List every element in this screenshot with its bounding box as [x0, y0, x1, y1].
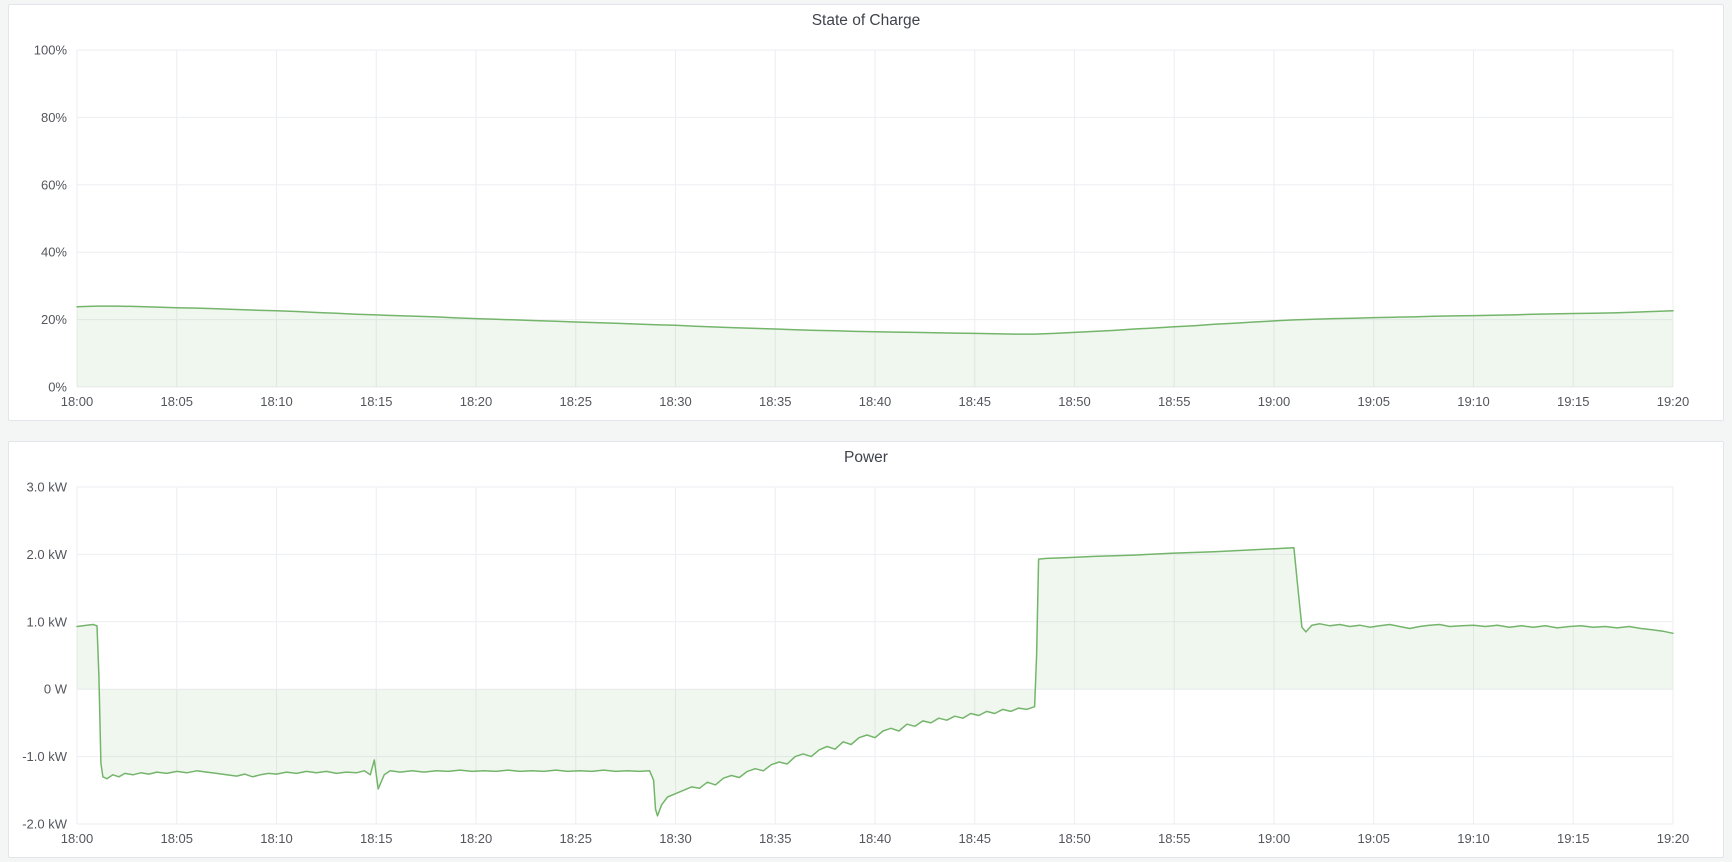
chart-svg: 18:00 18:05 18:10 18:15 18:20 18:25 18:30 18:35… [34, 43, 1690, 410]
x-axis-tick-label: 18:30 [659, 394, 692, 409]
y-axis-tick-label: 20% [41, 312, 67, 327]
x-axis-tick-label: 18:00 [61, 831, 94, 846]
x-axis-tick-label: 19:20 [1657, 394, 1690, 409]
series-area-fill [77, 306, 1673, 387]
y-axis-tick-label: 0% [48, 380, 67, 395]
x-axis-tick-label: 18:45 [958, 831, 991, 846]
x-axis-tick-label: 19:00 [1258, 394, 1291, 409]
y-axis-tick-label: 40% [41, 245, 67, 260]
x-axis-tick-label: 18:55 [1158, 394, 1191, 409]
x-axis-tick-label: 18:05 [160, 831, 193, 846]
x-axis-tick-label: 18:50 [1058, 831, 1091, 846]
x-axis-tick-label: 18:35 [759, 394, 792, 409]
x-axis-tick-label: 18:40 [859, 831, 892, 846]
x-axis-tick-label: 18:45 [958, 394, 991, 409]
x-axis-tick-label: 18:20 [460, 831, 493, 846]
series-line [76, 305, 1674, 335]
x-axis-tick-label: 19:05 [1357, 831, 1390, 846]
x-axis-tick-label: 18:15 [360, 831, 393, 846]
state-of-charge-chart[interactable]: 18:00 18:05 18:10 18:15 18:20 18:25 18:30 18:35… [15, 34, 1717, 414]
chart-svg: 18:00 18:05 18:10 18:15 18:20 18:25 18:30 18:35… [22, 480, 1690, 847]
y-axis-tick-label: 80% [41, 110, 67, 125]
x-axis-tick-label: 18:35 [759, 831, 792, 846]
series-line [76, 546, 1674, 817]
series-area-fill [77, 547, 1673, 816]
y-axis-tick-label: 100% [34, 43, 68, 58]
x-axis-tick-label: 19:05 [1357, 394, 1390, 409]
x-axis-tick-label: 19:15 [1557, 831, 1590, 846]
x-axis-tick-label: 18:30 [659, 831, 692, 846]
x-axis-tick-label: 18:10 [260, 394, 293, 409]
y-axis-tick-label: 0 W [44, 682, 68, 697]
x-axis-tick-label: 18:20 [460, 394, 493, 409]
x-axis-tick-label: 18:15 [360, 394, 393, 409]
y-axis-tick-label: 1.0 kW [27, 614, 68, 629]
x-axis-tick-label: 19:20 [1657, 831, 1690, 846]
x-axis-tick-label: 18:50 [1058, 394, 1091, 409]
x-axis-tick-label: 18:05 [160, 394, 193, 409]
y-axis-tick-label: -2.0 kW [22, 817, 68, 832]
y-axis-tick-label: 3.0 kW [27, 480, 68, 495]
y-axis-tick-label: 60% [41, 177, 67, 192]
x-axis-tick-label: 18:25 [559, 831, 592, 846]
y-axis-tick-label: 2.0 kW [27, 547, 68, 562]
x-axis-tick-label: 19:00 [1258, 831, 1291, 846]
x-axis-tick-label: 18:25 [559, 394, 592, 409]
x-axis-tick-label: 19:10 [1457, 831, 1490, 846]
x-axis-tick-label: 18:00 [61, 394, 94, 409]
x-axis-tick-label: 18:55 [1158, 831, 1191, 846]
power-chart[interactable]: 18:00 18:05 18:10 18:15 18:20 18:25 18:30 18:35… [15, 471, 1717, 851]
x-axis-tick-label: 18:10 [260, 831, 293, 846]
x-axis-tick-label: 19:10 [1457, 394, 1490, 409]
power-panel-title: Power [844, 449, 888, 466]
x-axis-tick-label: 19:15 [1557, 394, 1590, 409]
panel-power: Power 18:00 18:05 18:10 18:15 18:20 18:25 18:3… [8, 441, 1724, 858]
y-axis-tick-label: -1.0 kW [22, 749, 68, 764]
x-axis-tick-label: 18:40 [859, 394, 892, 409]
panel-state-of-charge: State of Charge 18:00 18:05 18:10 18:15 18:2… [8, 4, 1724, 421]
state-of-charge-panel-title: State of Charge [811, 12, 921, 29]
